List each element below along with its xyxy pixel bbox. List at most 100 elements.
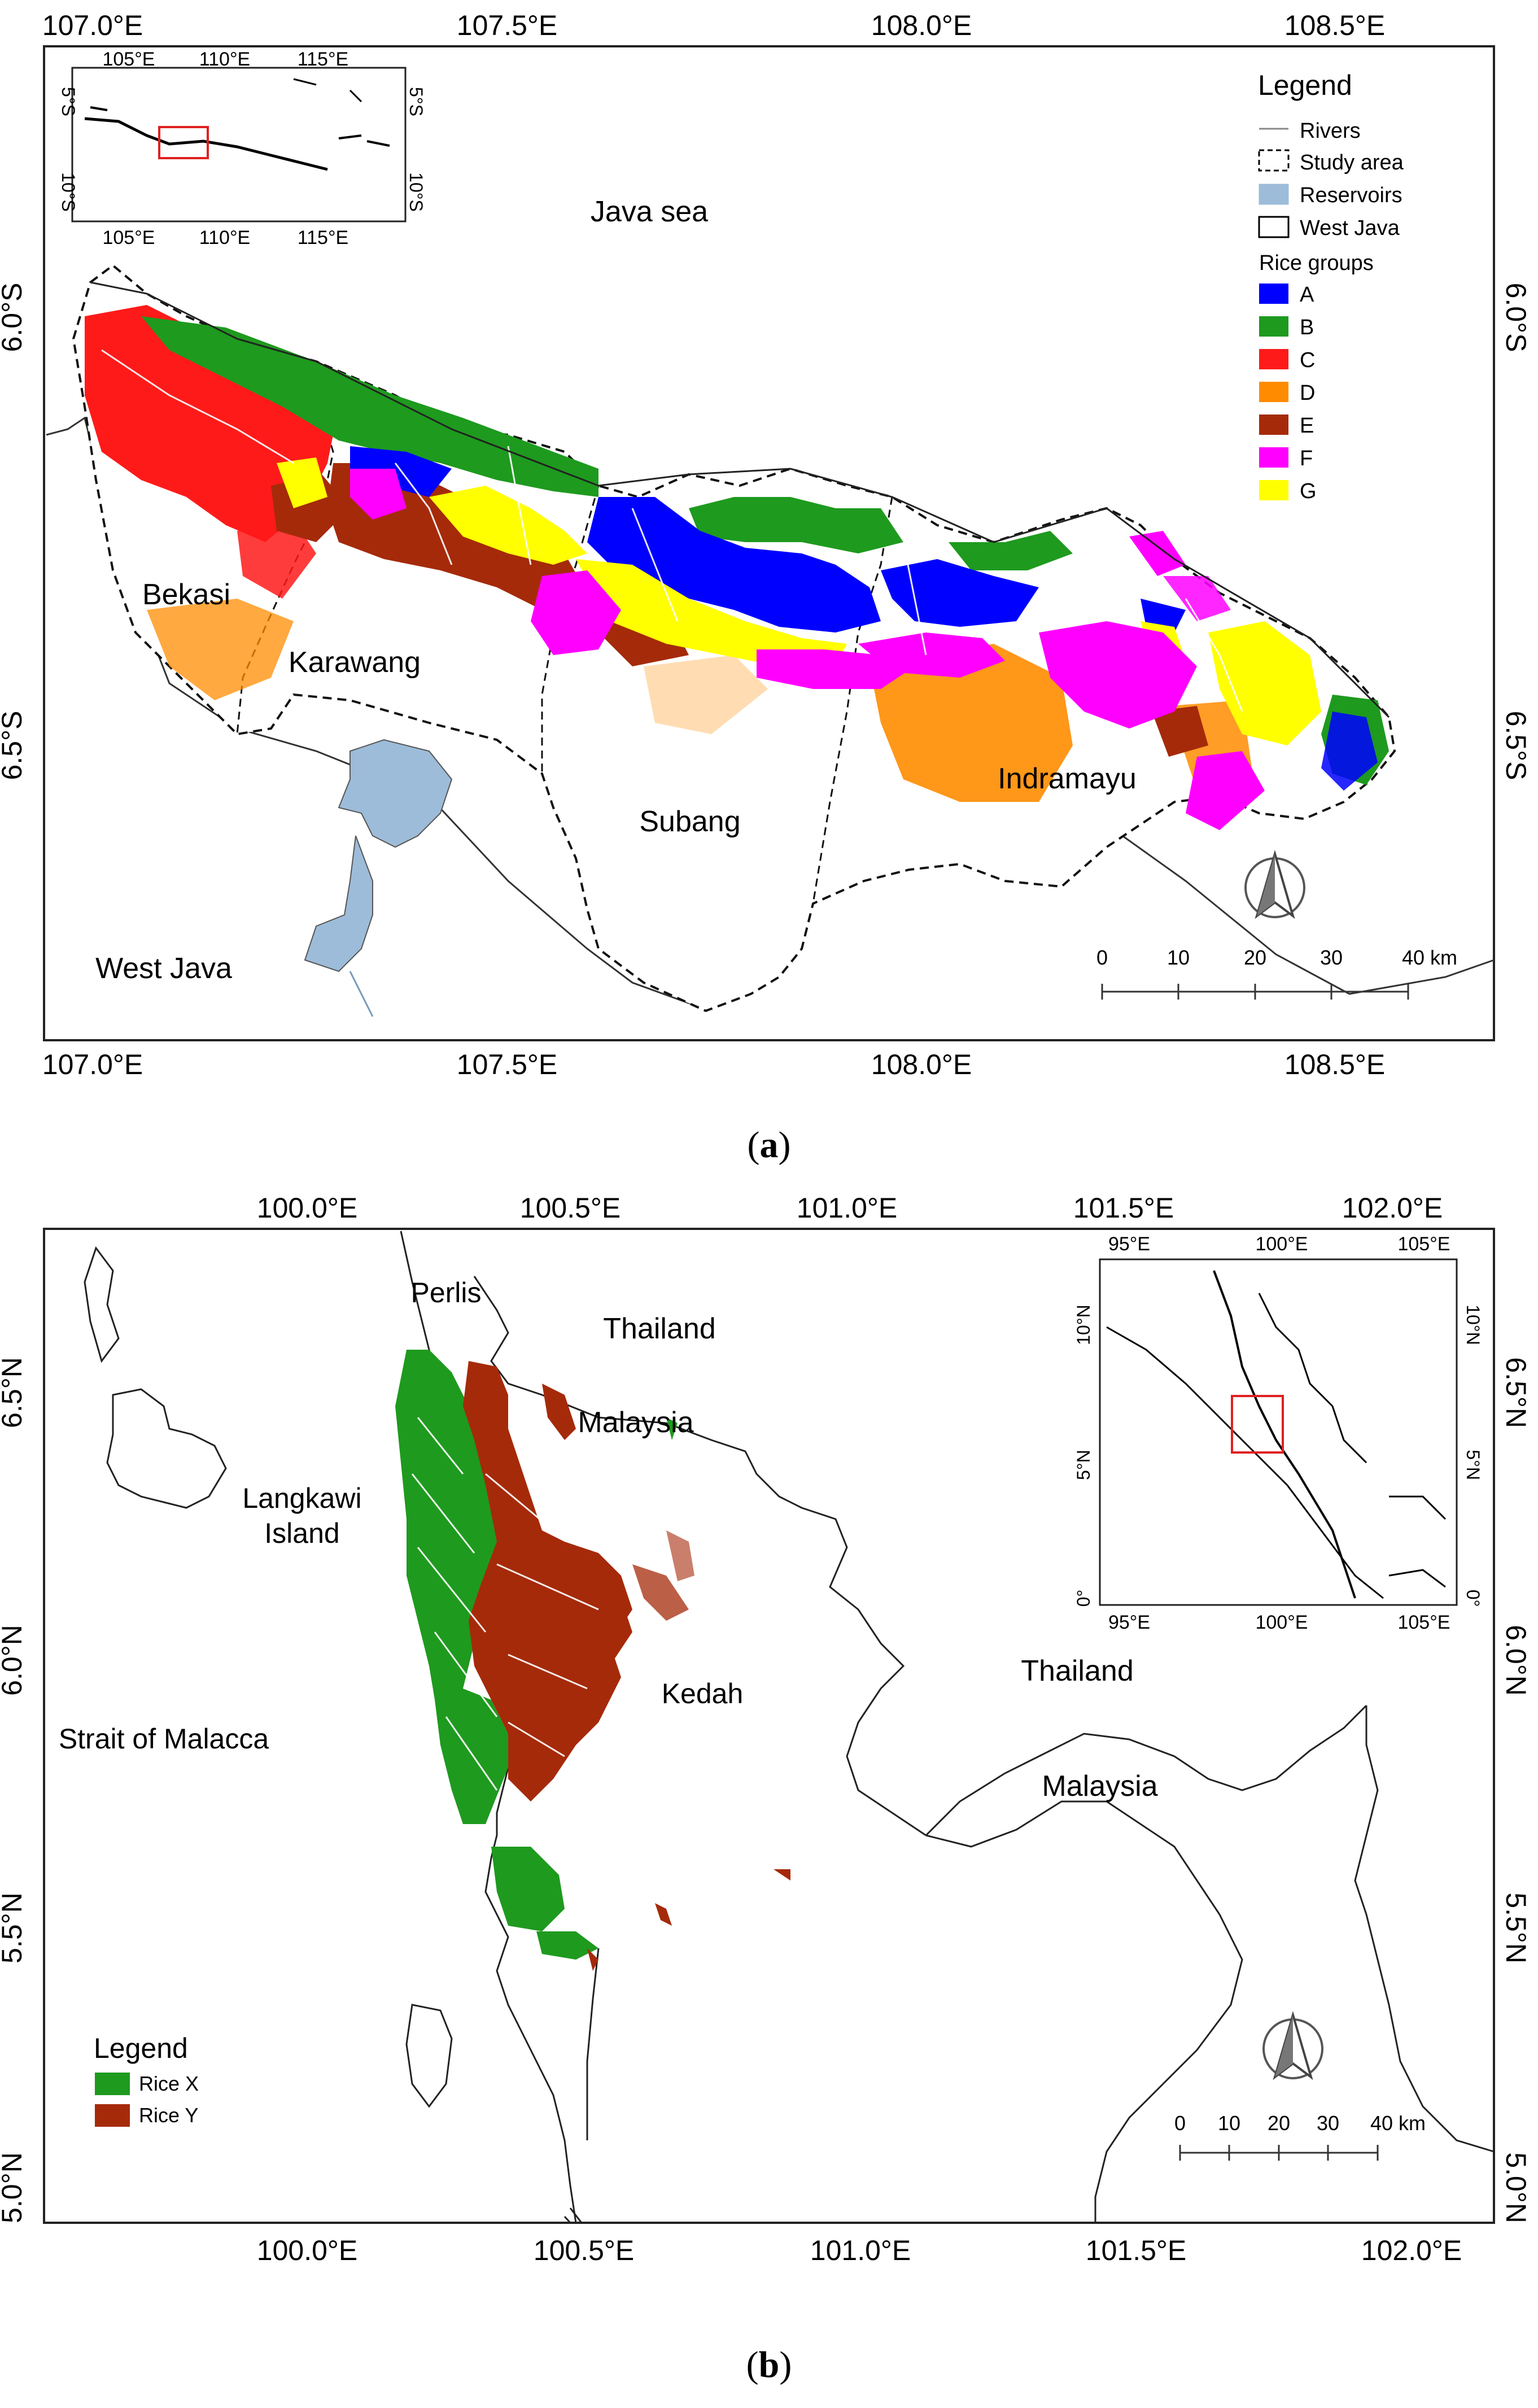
a-left-tick-1: 6.5°S xyxy=(0,711,28,780)
scale-a-tick-3: 30 xyxy=(1320,946,1343,969)
a-top-tick-2: 108.0°E xyxy=(871,10,972,41)
inset-b-bottom-tick-0: 95°E xyxy=(1108,1612,1150,1633)
legend-a-title: Legend xyxy=(1258,69,1352,101)
inset-b-right-tick-0: 10°N xyxy=(1463,1305,1483,1345)
inset-a-bottom-tick-1: 110°E xyxy=(199,227,250,248)
label-karawang: Karawang xyxy=(289,646,421,679)
b-bottom-tick-2: 101.0°E xyxy=(810,2235,911,2266)
rivers-layer xyxy=(101,349,1243,712)
scale-b-tick-2: 20 xyxy=(1268,2112,1290,2135)
label-indramayu: Indramayu xyxy=(998,762,1137,795)
rice-groups-layer xyxy=(85,305,1389,830)
rice-field-lines xyxy=(411,1417,599,1791)
b-bottom-tick-4: 102.0°E xyxy=(1361,2235,1462,2266)
legend-west-java-label: West Java xyxy=(1300,216,1400,240)
legend-rice-groups-title: Rice groups xyxy=(1259,251,1374,275)
legend-group-e-swatch xyxy=(1259,415,1288,435)
a-top-tick-1: 107.5°E xyxy=(457,10,557,41)
rice-xy-layer xyxy=(395,1350,790,1971)
b-right-tick-0: 6.5°N xyxy=(1500,1357,1532,1428)
legend-group-f-label: F xyxy=(1300,447,1313,470)
b-bottom-tick-1: 100.5°E xyxy=(534,2235,634,2266)
legend-rice-x-swatch xyxy=(95,2073,130,2095)
b-left-tick-2: 5.5°N xyxy=(0,1892,28,1964)
legend-group-d-label: D xyxy=(1300,381,1315,405)
scale-b-tick-3: 30 xyxy=(1317,2112,1339,2135)
legend-group-a-swatch xyxy=(1259,283,1288,304)
scale-b-tick-1: 10 xyxy=(1218,2112,1240,2135)
label-malaysia-north: Malaysia xyxy=(578,1406,693,1439)
legend-group-c-swatch xyxy=(1259,349,1288,369)
inset-a-right-tick-1: 10°S xyxy=(406,172,426,212)
a-bottom-tick-0: 107.0°E xyxy=(42,1049,143,1079)
panel-b-legend: Legend Rice X Rice Y xyxy=(94,2032,199,2127)
label-strait-of-malacca: Strait of Malacca xyxy=(59,1723,269,1755)
inset-a-left-tick-0: 5°S xyxy=(58,87,78,116)
legend-group-a-label: A xyxy=(1300,283,1314,307)
inset-b-right-tick-2: 0° xyxy=(1463,1590,1483,1607)
scale-a-tick-0: 0 xyxy=(1096,946,1108,969)
b-top-tick-0: 100.0°E xyxy=(257,1192,357,1224)
island-north-outline xyxy=(84,1246,120,1363)
inset-b-left-tick-1: 5°N xyxy=(1073,1450,1094,1480)
label-bekasi: Bekasi xyxy=(142,578,230,611)
b-left-tick-0: 6.5°N xyxy=(0,1357,28,1428)
panel-a-inset: 105°E 110°E 115°E 105°E 110°E 115°E 5°S … xyxy=(58,49,426,248)
inset-b-left-tick-2: 0° xyxy=(1073,1590,1094,1607)
scale-bar-b: 0 10 20 30 40 km xyxy=(1174,2112,1426,2161)
inset-a-right-tick-0: 5°S xyxy=(406,87,426,116)
java-coastline xyxy=(90,281,1390,718)
penang-island-outline xyxy=(405,2004,453,2108)
b-top-tick-3: 101.5°E xyxy=(1073,1192,1174,1224)
label-perlis: Perlis xyxy=(410,1277,481,1308)
caption-a-letter: a xyxy=(759,1124,779,1166)
inset-b-frame xyxy=(1099,1258,1458,1606)
legend-study-area-symbol xyxy=(1258,149,1290,172)
boundary-karawang-subang xyxy=(541,485,600,774)
scale-a-tick-2: 20 xyxy=(1244,946,1266,969)
legend-group-b-swatch xyxy=(1259,316,1288,337)
b-bottom-tick-3: 101.5°E xyxy=(1086,2235,1186,2266)
reservoir-jatiluhur xyxy=(338,739,453,848)
legend-b-title: Legend xyxy=(94,2032,188,2064)
b-left-tick-3: 5.0°N xyxy=(0,2152,28,2223)
b-right-tick-3: 5.0°N xyxy=(1500,2152,1532,2223)
b-top-tick-4: 102.0°E xyxy=(1342,1192,1443,1224)
inset-b-bottom-tick-1: 100°E xyxy=(1255,1612,1308,1633)
label-west-java: West Java xyxy=(95,952,232,985)
inset-a-bottom-tick-0: 105°E xyxy=(102,227,155,248)
legend-rice-y-swatch xyxy=(95,2104,130,2127)
legend-group-f-swatch xyxy=(1259,447,1288,468)
legend-group-g-label: G xyxy=(1300,479,1317,503)
caption-b: (b) xyxy=(746,2344,792,2385)
inset-a-top-tick-2: 115°E xyxy=(298,49,348,70)
langkawi-island-outline xyxy=(106,1388,227,1509)
boundary-subang-indramayu xyxy=(812,496,893,904)
legend-rice-x-label: Rice X xyxy=(139,2072,199,2095)
legend-west-java-symbol xyxy=(1258,216,1290,238)
b-right-tick-1: 6.0°N xyxy=(1500,1625,1532,1696)
inset-a-left-tick-1: 10°S xyxy=(58,172,78,212)
legend-reservoirs-label: Reservoirs xyxy=(1300,184,1402,207)
panel-b-inset: 95°E 100°E 105°E 95°E 100°E 105°E 10°N 5… xyxy=(1073,1233,1483,1633)
panel-b-map: 95°E 100°E 105°E 95°E 100°E 105°E 10°N 5… xyxy=(0,1192,1532,2266)
label-java-sea: Java sea xyxy=(591,195,708,228)
a-right-tick-0: 6.0°S xyxy=(1500,283,1532,352)
a-top-tick-0: 107.0°E xyxy=(42,10,143,41)
inset-a-bottom-tick-2: 115°E xyxy=(298,227,348,248)
a-bottom-tick-2: 108.0°E xyxy=(871,1049,972,1079)
reservoir-river xyxy=(349,971,374,1017)
b-right-tick-2: 5.5°N xyxy=(1500,1892,1532,1964)
scale-b-tick-4: 40 km xyxy=(1370,2112,1426,2135)
b-top-tick-2: 101.0°E xyxy=(797,1192,897,1224)
caption-a: (a) xyxy=(747,1124,791,1166)
label-langkawi: Langkawi xyxy=(242,1482,361,1514)
a-bottom-tick-3: 108.5°E xyxy=(1284,1049,1385,1079)
legend-rice-y-label: Rice Y xyxy=(139,2104,198,2127)
inset-b-top-tick-2: 105°E xyxy=(1397,1233,1450,1255)
scale-b-tick-0: 0 xyxy=(1174,2112,1186,2135)
a-bottom-tick-1: 107.5°E xyxy=(457,1049,557,1079)
legend-group-b-label: B xyxy=(1300,316,1314,339)
label-island: Island xyxy=(264,1517,339,1549)
